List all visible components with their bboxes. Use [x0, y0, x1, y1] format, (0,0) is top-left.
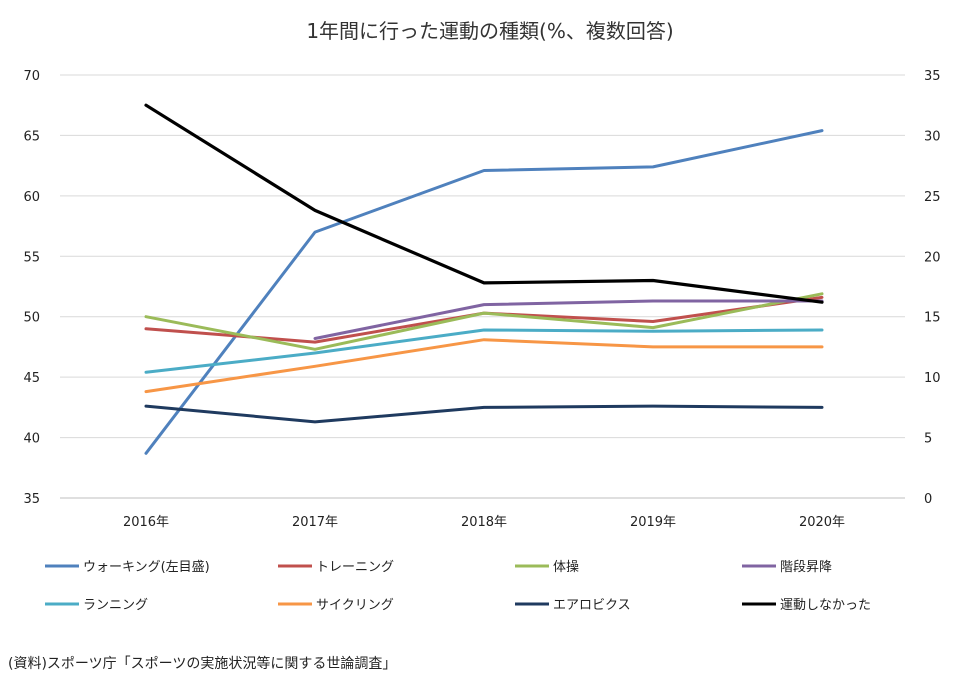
- legend-label: トレーニング: [316, 560, 394, 575]
- series-line: [144, 338, 824, 394]
- series-line: [144, 129, 824, 455]
- right-tick-label: 25: [924, 190, 941, 205]
- series-lines: [144, 103, 824, 455]
- left-tick-label: 70: [23, 69, 40, 84]
- legend-label: 体操: [553, 559, 579, 575]
- legend-item: 体操: [515, 559, 579, 575]
- series-line: [144, 404, 824, 424]
- legend-label: サイクリング: [316, 598, 394, 613]
- x-tick-label: 2020年: [799, 515, 845, 530]
- right-tick-label: 20: [924, 250, 941, 265]
- legend-label: 運動しなかった: [780, 598, 871, 613]
- x-tick-label: 2017年: [292, 515, 338, 530]
- chart-title: 1年間に行った運動の種類(%、複数回答): [306, 19, 673, 43]
- legend-item: エアロビクス: [515, 598, 631, 613]
- series-line: [144, 103, 824, 304]
- x-axis-ticks: 2016年 2017年 2018年 2019年 2020年: [123, 515, 845, 530]
- x-tick-label: 2019年: [630, 515, 676, 530]
- right-tick-label: 0: [924, 492, 932, 507]
- right-tick-label: 10: [924, 371, 941, 386]
- x-tick-label: 2016年: [123, 515, 169, 530]
- left-tick-label: 45: [23, 371, 40, 386]
- legend-label: エアロビクス: [553, 598, 631, 613]
- legend-item: 運動しなかった: [742, 598, 871, 613]
- series-line: [313, 299, 824, 340]
- gridlines: [60, 74, 905, 499]
- series-line: [144, 328, 824, 374]
- x-tick-label: 2018年: [461, 515, 507, 530]
- left-tick-label: 60: [23, 190, 40, 205]
- legend-label: ウォーキング(左目盛): [83, 560, 210, 575]
- legend-item: サイクリング: [278, 598, 394, 613]
- legend-item: ランニング: [45, 598, 148, 613]
- left-tick-label: 65: [23, 129, 40, 144]
- legend-item: 階段昇降: [742, 560, 832, 575]
- right-tick-label: 30: [924, 129, 941, 144]
- left-tick-label: 55: [23, 250, 40, 265]
- right-tick-label: 35: [924, 69, 941, 84]
- left-tick-label: 35: [23, 492, 40, 507]
- left-tick-label: 40: [23, 432, 40, 447]
- left-tick-label: 50: [23, 311, 40, 326]
- right-tick-label: 5: [924, 432, 932, 447]
- legend-item: ウォーキング(左目盛): [45, 560, 210, 575]
- legend-item: トレーニング: [278, 560, 394, 575]
- right-tick-label: 15: [924, 311, 941, 326]
- series-line: [144, 292, 824, 351]
- legend-label: ランニング: [83, 598, 148, 613]
- right-axis-ticks: 0 5 10 15 20 25 30 35: [924, 69, 941, 507]
- source-note: (資料)スポーツ庁「スポーツの実施状況等に関する世論調査」: [8, 655, 396, 672]
- legend-label: 階段昇降: [780, 560, 832, 575]
- left-axis-ticks: 35 40 45 50 55 60 65 70: [23, 69, 40, 507]
